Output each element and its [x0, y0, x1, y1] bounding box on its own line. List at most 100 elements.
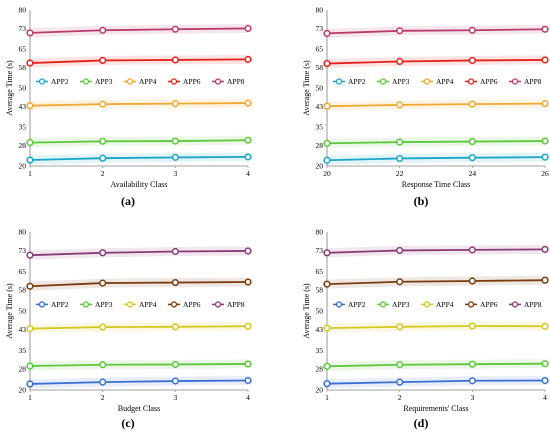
y-tick-label: 28 [19, 365, 27, 374]
series-app3 [322, 136, 550, 148]
y-axis-label: Average Time (s) [302, 283, 311, 339]
data-point [26, 156, 34, 164]
series-app8 [25, 23, 253, 38]
legend-label: APP6 [480, 300, 498, 309]
y-tick-label: 80 [316, 228, 324, 237]
data-point [99, 323, 107, 331]
data-point [99, 154, 107, 162]
panel-label: (a) [121, 194, 135, 208]
x-tick-label: 4 [246, 169, 250, 178]
legend-label: APP4 [436, 77, 454, 86]
data-point [171, 360, 179, 369]
data-point [468, 100, 476, 108]
y-tick-label: 28 [316, 365, 324, 374]
data-point [468, 138, 476, 146]
legend-item-app8: APP8 [212, 77, 245, 86]
chart-panel-1: 20 28 35 43 50 58 65 73 80 1 2 3 4 Availability Class… [5, 6, 253, 208]
data-point [171, 279, 179, 287]
y-axis-label: Average Time (s) [5, 283, 14, 339]
series-app8 [322, 244, 550, 258]
data-point [244, 99, 252, 107]
legend-label: APP8 [524, 77, 542, 86]
series-app8 [322, 24, 550, 38]
y-tick-label: 35 [19, 346, 27, 355]
y-tick-label: 50 [19, 307, 27, 316]
y-tick-label: 28 [316, 141, 324, 150]
legend-item-app6: APP6 [168, 77, 201, 86]
legend-item-app4: APP4 [124, 77, 157, 86]
data-point [171, 137, 179, 145]
data-point [468, 277, 476, 285]
y-tick-label: 20 [19, 386, 27, 395]
data-point [541, 25, 549, 33]
data-point [171, 247, 179, 256]
series-app4 [25, 321, 253, 334]
data-point [26, 139, 34, 147]
legend-swatch-marker [82, 301, 90, 308]
legend-item-app6: APP6 [465, 300, 498, 309]
legend-label: APP4 [436, 300, 454, 309]
legend-item-app3: APP3 [377, 77, 410, 86]
chart-panel-3: 20 28 35 43 50 58 65 73 80 1 2 3 4 Budget Class Averag… [5, 228, 253, 430]
y-tick-label: 35 [19, 123, 27, 132]
legend-item-app6: APP6 [465, 77, 498, 86]
y-tick-label: 58 [316, 63, 324, 72]
y-tick-label: 20 [19, 162, 27, 171]
x-tick-label: 3 [173, 393, 177, 402]
data-point [171, 100, 179, 108]
legend-item-app3: APP3 [80, 77, 113, 86]
series-app3 [25, 135, 253, 148]
data-point [244, 376, 252, 385]
legend-label: APP3 [95, 77, 113, 86]
data-point [26, 362, 34, 370]
data-point [323, 380, 331, 388]
series-line [29, 325, 249, 330]
series-app4 [322, 99, 550, 111]
data-point [99, 137, 107, 145]
legend-swatch-marker [126, 78, 134, 85]
series-line [29, 156, 249, 161]
data-point [99, 378, 107, 386]
data-point [323, 324, 331, 332]
series-app2 [322, 376, 550, 389]
data-point [468, 246, 476, 254]
y-tick-label: 58 [19, 63, 27, 72]
data-point [541, 245, 549, 253]
data-point [396, 57, 404, 66]
legend-swatch-marker [170, 301, 178, 308]
x-tick-label: 1 [28, 169, 32, 178]
legend-item-app4: APP4 [421, 77, 454, 86]
y-tick-label: 20 [316, 162, 324, 171]
y-axis-label: Average Time (s) [5, 60, 14, 116]
y-tick-label: 65 [19, 267, 27, 276]
x-tick-label: 2 [101, 393, 105, 402]
legend-swatch-marker [214, 78, 222, 85]
data-point [171, 323, 179, 331]
series-app6 [322, 55, 550, 69]
series-app6 [25, 277, 253, 291]
series-app2 [25, 152, 253, 165]
data-point [26, 251, 34, 259]
data-point [396, 278, 404, 286]
data-point [26, 29, 34, 37]
x-axis-label: Budget Class [118, 404, 160, 413]
y-tick-label: 43 [19, 102, 27, 111]
x-tick-label: 2 [101, 169, 105, 178]
series-line [326, 362, 546, 368]
legend-swatch-marker [423, 301, 431, 308]
legend-swatch-marker [38, 78, 46, 85]
legend-swatch-marker [335, 301, 343, 308]
data-point [541, 376, 549, 385]
series-app6 [25, 54, 253, 68]
x-tick-label: 26 [541, 169, 549, 178]
data-point [244, 278, 252, 286]
series-app4 [322, 321, 550, 333]
data-point [244, 247, 252, 255]
legend-swatch-marker [511, 301, 519, 308]
series-line [29, 281, 249, 288]
series-line [29, 250, 249, 257]
y-tick-label: 50 [316, 84, 324, 93]
data-point [396, 154, 404, 163]
legend-item-app3: APP3 [377, 300, 410, 309]
x-tick-label: 20 [323, 169, 331, 178]
